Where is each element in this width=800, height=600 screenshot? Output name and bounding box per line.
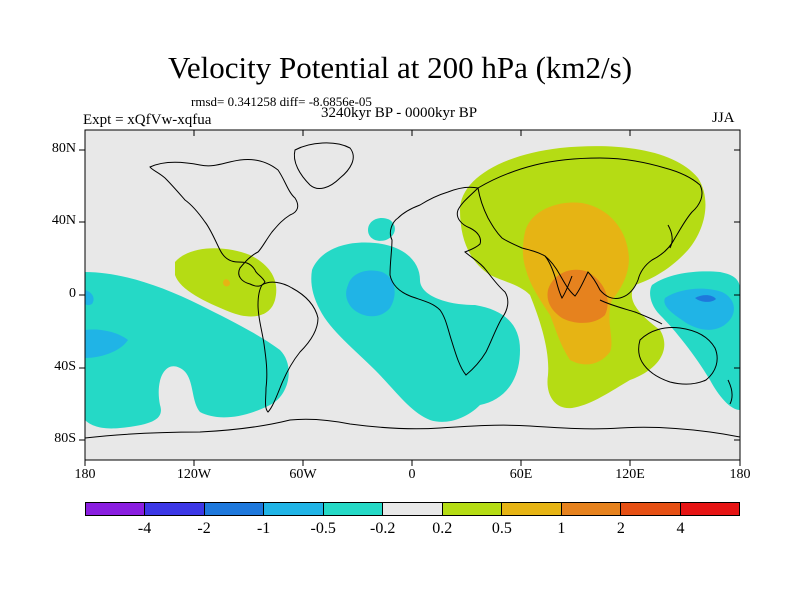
coastline-australia [638,327,718,385]
x-label-60e: 60E [509,467,533,482]
colorbar-label-9: 4 [676,520,685,537]
contour-pacific-west-inner [85,329,128,358]
contour-pacific-edge-inner [85,290,94,306]
axis-ticks [79,130,741,466]
x-label-120e: 120E [615,467,645,482]
y-label-0: 0 [69,286,76,301]
coastline-europe-africa [389,186,509,376]
map-title: Velocity Potential at 200 hPa (km2/s) [167,50,633,85]
colorbar-label-2: -1 [256,520,271,537]
coastlines [85,142,740,439]
contour-west-pacific-core [695,295,716,302]
contour-asia-core [547,269,608,323]
colorbar-segment-9 [621,503,681,515]
contour-eastern-pacific-core [223,279,230,287]
colorbar-segment-2 [204,503,265,515]
period-label: 3240kyr BP - 0000kyr BP [321,105,478,121]
colorbar-segment-7 [502,503,562,515]
coastline-antarctica [85,418,740,439]
season-label: JJA [712,110,735,126]
colorbar-segment-4 [323,503,384,515]
coastline-greenland [293,142,354,189]
coastline-japan [667,224,673,249]
colorbar-label-0: -4 [137,520,152,537]
colorbar-segment-8 [561,503,622,515]
colorbar-label-8: 2 [616,520,625,537]
colorbar-label-6: 0.5 [491,520,512,537]
colorbar-label-1: -2 [197,520,211,537]
y-label-40s: 40S [54,359,76,374]
contour-atlantic-inner [346,270,395,317]
coastline-asia [477,157,703,299]
colorbar-label-5: 0.2 [432,520,453,537]
contour-west-pacific-inner [664,288,734,330]
colorbar-label-7: 1 [557,520,566,537]
y-label-40n: 40N [51,213,76,228]
y-label-80n: 80N [51,141,76,156]
x-label-180e: 180 [729,467,751,482]
colorbar-label-3: -0.5 [310,520,336,537]
contour-north-atlantic-negative [368,218,395,241]
x-label-0: 0 [408,467,416,482]
coastline-north-america [149,159,299,287]
colorbar-segment-6 [442,503,503,515]
coastline-indonesia [599,299,663,325]
coastline-india [544,255,573,299]
x-label-60w: 60W [289,467,317,482]
x-label-120w: 120W [176,467,212,482]
coastline-new-zealand [727,379,733,405]
colorbar-segment-10 [680,503,739,515]
contour-pacific-west-negative [85,272,289,429]
stats-text: rmsd= 0.341258 diff= -8.6856e-05 [191,94,372,109]
colorbar-label-4: -0.2 [370,520,396,537]
y-label-80s: 80S [54,431,76,446]
colorbar-segment-0 [86,503,146,515]
contour-fills [85,146,740,429]
colorbar-segment-5 [383,503,443,515]
coastline-south-america [257,281,319,413]
colorbar-segment-3 [264,503,324,515]
colorbar [85,502,740,516]
experiment-label: Expt = xQfVw-xqfua [83,112,212,128]
colorbar-segment-1 [145,503,205,515]
x-label-180w: 180 [74,467,96,482]
